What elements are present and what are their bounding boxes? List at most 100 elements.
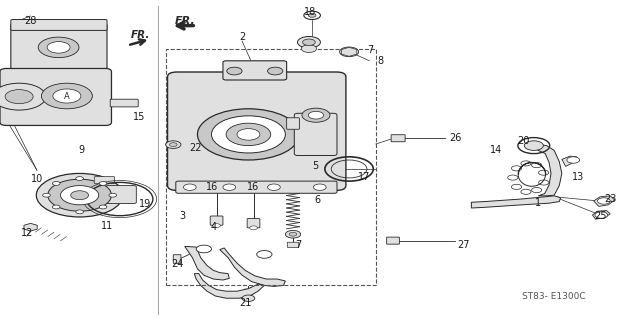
Circle shape [303,39,315,45]
Circle shape [196,245,211,253]
Circle shape [250,226,257,230]
FancyBboxPatch shape [94,177,115,184]
Circle shape [524,141,543,150]
Circle shape [302,108,330,122]
Circle shape [598,198,610,204]
Polygon shape [194,274,264,298]
FancyBboxPatch shape [173,255,181,263]
Circle shape [38,37,79,58]
Text: 28: 28 [24,16,36,26]
Circle shape [0,83,46,110]
FancyBboxPatch shape [294,113,337,156]
FancyBboxPatch shape [168,72,346,190]
Text: 25: 25 [594,211,606,221]
Polygon shape [185,246,229,280]
Polygon shape [24,223,37,231]
Circle shape [223,184,236,190]
Circle shape [53,89,81,103]
Circle shape [285,230,301,238]
Circle shape [213,224,220,228]
FancyBboxPatch shape [0,68,111,125]
Text: 22: 22 [189,143,202,153]
Text: 12: 12 [20,228,33,238]
Circle shape [99,205,107,209]
FancyBboxPatch shape [106,186,136,204]
Text: 19: 19 [139,199,152,209]
Circle shape [242,295,255,301]
Circle shape [183,184,196,190]
Circle shape [227,67,242,75]
Text: 1: 1 [535,198,541,208]
Polygon shape [592,211,610,219]
Circle shape [257,251,272,258]
Text: 21: 21 [239,298,252,308]
Circle shape [237,129,260,140]
Text: 5: 5 [312,161,318,171]
Circle shape [313,184,326,190]
Circle shape [197,109,299,160]
Text: 24: 24 [171,259,183,269]
Circle shape [47,42,70,53]
Text: 6: 6 [314,195,320,205]
Circle shape [211,116,285,153]
Polygon shape [341,47,357,56]
FancyBboxPatch shape [287,242,299,247]
Circle shape [268,67,283,75]
Text: 14: 14 [489,145,502,155]
Text: 16: 16 [206,182,218,192]
Text: 27: 27 [457,240,470,250]
Text: 11: 11 [101,220,113,231]
Text: A: A [64,92,70,100]
Text: ST83- E1300C: ST83- E1300C [522,292,586,301]
Circle shape [43,193,50,197]
Text: FR.: FR. [175,16,195,26]
Text: 20: 20 [517,136,530,147]
Circle shape [109,193,117,197]
Circle shape [71,191,89,200]
Circle shape [301,45,317,52]
FancyBboxPatch shape [11,23,107,70]
Circle shape [308,111,324,119]
Circle shape [41,83,92,109]
Text: 17: 17 [358,172,371,182]
Circle shape [595,212,608,218]
Circle shape [166,141,181,148]
Circle shape [76,210,83,214]
Circle shape [36,173,123,217]
Circle shape [226,123,271,146]
Text: 16: 16 [247,182,260,192]
Polygon shape [534,145,562,196]
Circle shape [567,157,580,163]
Polygon shape [594,196,615,206]
FancyBboxPatch shape [247,219,260,228]
FancyBboxPatch shape [176,181,337,193]
Circle shape [340,47,359,57]
Text: 9: 9 [78,145,85,156]
Circle shape [308,13,316,17]
Polygon shape [471,196,561,208]
Text: 2: 2 [239,32,245,42]
FancyBboxPatch shape [210,216,223,225]
FancyBboxPatch shape [391,135,405,142]
Circle shape [289,232,297,236]
Polygon shape [220,248,285,286]
Text: 18: 18 [304,7,317,17]
FancyBboxPatch shape [223,61,287,80]
Text: 26: 26 [449,133,462,143]
Text: 15: 15 [132,112,145,122]
Text: 7: 7 [295,240,301,250]
FancyBboxPatch shape [287,118,299,129]
FancyBboxPatch shape [387,237,399,244]
Text: 3: 3 [179,211,185,221]
Text: 13: 13 [572,172,585,182]
Circle shape [52,181,60,185]
Circle shape [99,181,107,185]
Circle shape [268,184,280,190]
Circle shape [5,90,33,104]
Text: FR.: FR. [131,30,150,40]
Polygon shape [562,156,580,166]
Text: 10: 10 [31,173,43,184]
Text: 8: 8 [378,56,384,67]
Text: 23: 23 [604,194,617,204]
Text: 4: 4 [210,221,217,232]
